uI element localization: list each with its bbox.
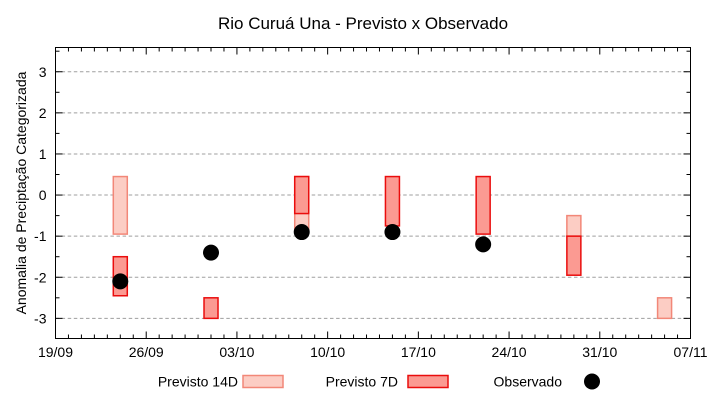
bar-previsto-7d <box>384 175 401 227</box>
y-tick-label: 1 <box>39 146 47 162</box>
legend-label-observado: Observado <box>494 374 563 390</box>
bar-previsto-7d <box>203 297 219 320</box>
legend-label-previsto-14d: Previsto 14D <box>158 374 238 390</box>
observado-dot <box>384 224 401 241</box>
bar-previsto-7d <box>293 175 310 215</box>
x-tick-label: 31/10 <box>582 344 617 360</box>
legend-label-previsto-7d: Previsto 7D <box>326 374 398 390</box>
y-tick-label: -1 <box>34 228 47 244</box>
observado-dot <box>293 224 310 241</box>
x-tick-label: 17/10 <box>401 344 436 360</box>
observado-dot <box>112 273 129 290</box>
x-tick-label: 10/10 <box>310 344 345 360</box>
chart-title: Rio Curuá Una - Previsto x Observado <box>218 14 508 33</box>
bar-previsto-7d <box>475 175 491 235</box>
x-tick-label: 07/11 <box>674 344 708 360</box>
bar-previsto-14d <box>112 175 129 235</box>
observado-dot <box>203 244 220 261</box>
y-tick-label: -3 <box>34 310 47 326</box>
y-tick-label: 2 <box>39 105 47 121</box>
bar-previsto-14d <box>566 214 582 237</box>
plot-border <box>55 47 691 339</box>
x-tick-label: 26/09 <box>129 344 164 360</box>
y-tick-label: 3 <box>39 64 47 80</box>
bar-previsto-7d <box>566 235 582 276</box>
y-tick-label: 0 <box>39 187 47 203</box>
legend-observado-dot <box>584 373 600 390</box>
x-tick-label: 03/10 <box>219 344 254 360</box>
y-axis-label: Anomalia de Preciptação Categorizada <box>13 71 29 314</box>
x-tick-label: 19/09 <box>38 344 73 360</box>
legend-swatch-previsto-7d <box>407 374 449 389</box>
y-tick-label: -2 <box>34 269 47 285</box>
x-tick-label: 24/10 <box>492 344 527 360</box>
observado-dot <box>475 236 492 253</box>
bar-previsto-14d <box>656 297 673 320</box>
legend-swatch-previsto-14d <box>242 374 284 389</box>
